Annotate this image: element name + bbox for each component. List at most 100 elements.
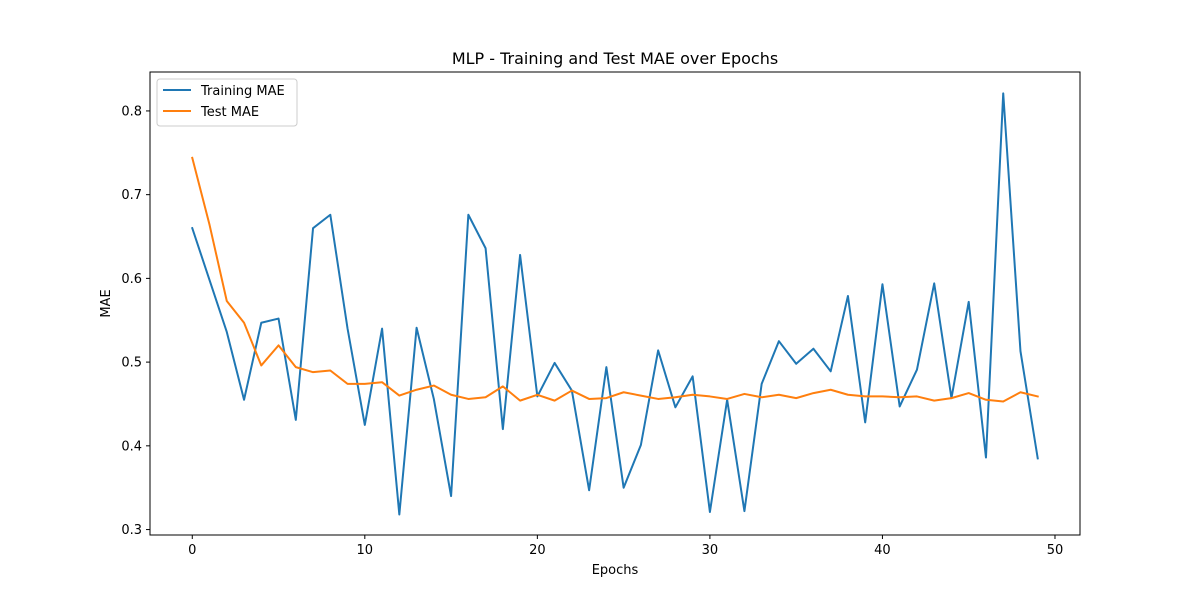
data-point-training-mae	[433, 398, 435, 400]
data-point-training-mae	[864, 421, 866, 423]
data-point-training-mae	[226, 331, 228, 333]
data-point-test-mae	[1037, 395, 1039, 397]
x-axis: 0 10 20 30 40 50	[188, 535, 1063, 558]
data-point-test-mae	[830, 389, 832, 391]
data-point-test-mae	[295, 366, 297, 368]
data-point-test-mae	[640, 395, 642, 397]
data-point-training-mae	[588, 489, 590, 491]
data-point-test-mae	[312, 371, 314, 373]
data-point-test-mae	[778, 394, 780, 396]
data-point-test-mae	[605, 397, 607, 399]
y-tick-label: 0.6	[121, 272, 142, 287]
data-point-training-mae	[243, 399, 245, 401]
data-point-test-mae	[657, 398, 659, 400]
data-point-training-mae	[347, 328, 349, 330]
data-point-test-mae	[278, 344, 280, 346]
legend-box	[156, 78, 298, 127]
x-tick-label: 50	[1047, 543, 1064, 558]
x-tick-label: 30	[702, 543, 719, 558]
data-point-test-mae	[381, 381, 383, 383]
data-point-test-mae	[847, 394, 849, 396]
data-point-training-mae	[416, 327, 418, 329]
x-tick-label: 10	[357, 543, 374, 558]
y-axis: 0.3 0.4 0.5 0.6 0.7 0.8	[121, 104, 150, 538]
data-point-training-mae	[329, 214, 331, 216]
data-point-test-mae	[398, 395, 400, 397]
data-point-training-mae	[709, 511, 711, 513]
data-point-training-mae	[381, 328, 383, 330]
data-point-training-mae	[674, 406, 676, 408]
data-point-test-mae	[416, 389, 418, 391]
data-point-training-mae	[743, 510, 745, 512]
data-point-test-mae	[191, 157, 193, 159]
x-tick-label: 0	[188, 543, 196, 558]
data-point-test-mae	[519, 400, 521, 402]
x-tick-label: 20	[529, 543, 546, 558]
legend-label-test-mae: Test MAE	[200, 105, 259, 120]
data-point-test-mae	[209, 224, 211, 226]
y-tick-label: 0.7	[121, 188, 142, 203]
data-point-test-mae	[536, 394, 538, 396]
data-point-test-mae	[985, 399, 987, 401]
data-point-training-mae	[778, 340, 780, 342]
data-point-training-mae	[985, 457, 987, 459]
data-point-training-mae	[916, 369, 918, 371]
data-point-training-mae	[899, 405, 901, 407]
data-point-training-mae	[623, 487, 625, 489]
data-point-training-mae	[209, 279, 211, 281]
data-point-training-mae	[467, 214, 469, 216]
legend: Training MAE Test MAE	[156, 78, 298, 127]
series-layer	[191, 92, 1039, 516]
data-point-test-mae	[761, 396, 763, 398]
data-point-test-mae	[243, 322, 245, 324]
data-point-training-mae	[398, 513, 400, 515]
data-point-training-mae	[364, 424, 366, 426]
data-point-test-mae	[467, 398, 469, 400]
data-point-test-mae	[329, 369, 331, 371]
y-tick-label: 0.8	[121, 104, 142, 119]
data-point-training-mae	[1019, 350, 1021, 352]
data-point-test-mae	[692, 394, 694, 396]
series-line-test-mae	[191, 156, 1039, 403]
data-point-training-mae	[260, 322, 262, 324]
data-point-training-mae	[450, 495, 452, 497]
data-point-test-mae	[347, 383, 349, 385]
data-point-test-mae	[502, 385, 504, 387]
data-point-training-mae	[502, 428, 504, 430]
plot-frame	[149, 71, 1081, 536]
data-point-test-mae	[1002, 400, 1004, 402]
data-point-training-mae	[933, 282, 935, 284]
data-point-test-mae	[726, 398, 728, 400]
data-point-test-mae	[968, 392, 970, 394]
data-point-training-mae	[657, 349, 659, 351]
data-point-test-mae	[260, 364, 262, 366]
y-tick-label: 0.5	[121, 356, 142, 371]
data-point-test-mae	[1019, 391, 1021, 393]
data-point-training-mae	[605, 366, 607, 368]
data-point-test-mae	[433, 385, 435, 387]
plot-area	[149, 71, 1081, 536]
data-point-training-mae	[640, 444, 642, 446]
data-point-training-mae	[761, 383, 763, 385]
data-point-training-mae	[795, 363, 797, 365]
x-tick-label: 40	[874, 543, 891, 558]
data-point-test-mae	[933, 400, 935, 402]
data-point-training-mae	[847, 295, 849, 297]
data-point-training-mae	[295, 419, 297, 421]
data-point-test-mae	[623, 391, 625, 393]
data-point-training-mae	[191, 227, 193, 229]
data-point-test-mae	[588, 398, 590, 400]
data-point-training-mae	[485, 247, 487, 249]
chart-title: MLP - Training and Test MAE over Epochs	[452, 49, 778, 68]
series-line-training-mae	[191, 92, 1039, 516]
data-point-training-mae	[519, 254, 521, 256]
y-axis-label: MAE	[99, 289, 114, 317]
legend-label-training-mae: Training MAE	[200, 84, 285, 99]
data-point-test-mae	[812, 392, 814, 394]
y-tick-label: 0.3	[121, 523, 142, 538]
data-point-test-mae	[795, 397, 797, 399]
data-point-test-mae	[674, 396, 676, 398]
data-point-test-mae	[554, 400, 556, 402]
data-point-training-mae	[968, 301, 970, 303]
data-point-test-mae	[743, 393, 745, 395]
